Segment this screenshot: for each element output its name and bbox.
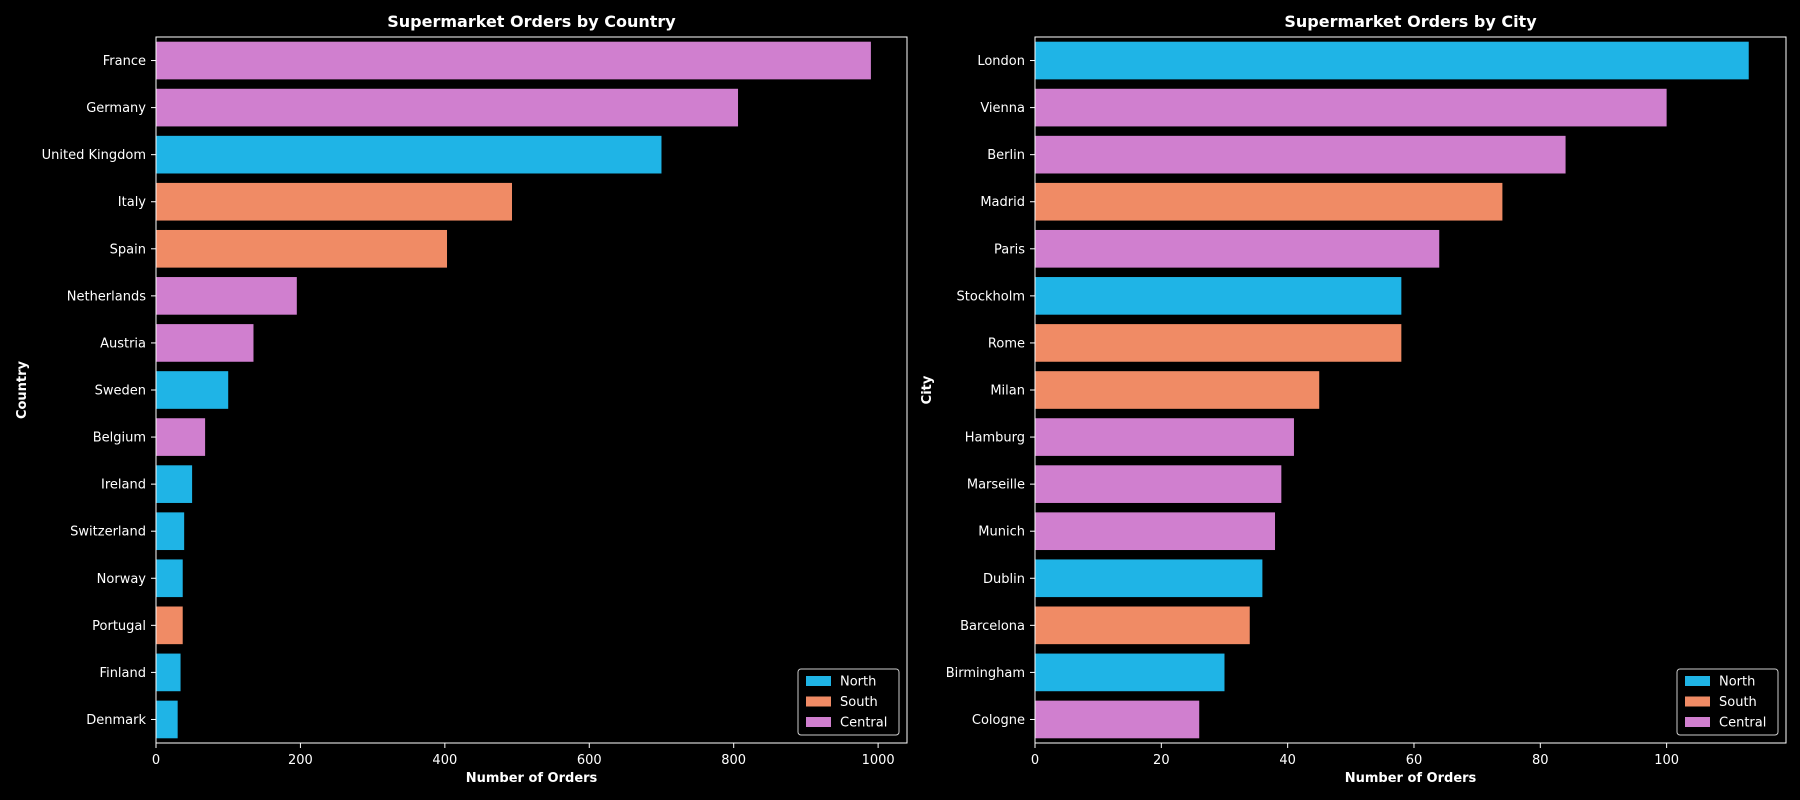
x-tick-label: 1000 bbox=[862, 753, 895, 768]
plot-frame bbox=[1034, 36, 1787, 744]
bar-marseille bbox=[1035, 465, 1282, 503]
x-tick-label: 60 bbox=[1406, 753, 1423, 768]
bar-stockholm bbox=[1035, 277, 1402, 315]
legend-label-north: North bbox=[840, 675, 876, 690]
legend-swatch-north bbox=[1685, 676, 1710, 686]
x-tick-label: 400 bbox=[432, 753, 457, 768]
y-tick-label: Milan bbox=[990, 384, 1025, 399]
x-tick-label: 20 bbox=[1153, 753, 1170, 768]
bar-netherlands bbox=[156, 277, 297, 315]
y-tick-label: Vienna bbox=[980, 101, 1025, 116]
bar-norway bbox=[156, 559, 183, 598]
x-axis-label: Number of Orders bbox=[466, 771, 598, 786]
plot-frame bbox=[155, 36, 908, 744]
bar-italy bbox=[156, 182, 513, 221]
y-tick-label: Rome bbox=[988, 336, 1025, 351]
x-tick-label: 100 bbox=[1654, 753, 1679, 768]
y-tick-label: Cologne bbox=[972, 713, 1025, 728]
legend-swatch-central bbox=[1685, 717, 1710, 727]
bar-united-kingdom bbox=[156, 135, 662, 174]
y-tick-label: Portugal bbox=[92, 619, 146, 634]
x-axis-label: Number of Orders bbox=[1345, 771, 1477, 786]
y-tick-label: Finland bbox=[100, 666, 146, 681]
bar-rome bbox=[1035, 324, 1402, 362]
y-tick-label: Sweden bbox=[95, 384, 146, 399]
y-tick-label: Netherlands bbox=[67, 289, 146, 304]
chart-title: Supermarket Orders by Country bbox=[387, 12, 676, 31]
bar-milan bbox=[1035, 371, 1320, 409]
legend-label-south: South bbox=[1719, 695, 1757, 710]
y-tick-label: Birmingham bbox=[946, 666, 1025, 681]
y-axis-label: Country bbox=[15, 360, 30, 419]
y-tick-label: United Kingdom bbox=[42, 148, 146, 163]
legend-label-central: Central bbox=[1719, 716, 1766, 731]
y-tick-label: Hamburg bbox=[965, 431, 1025, 446]
bar-switzerland bbox=[156, 512, 185, 551]
bar-barcelona bbox=[1035, 606, 1250, 645]
x-tick-label: 800 bbox=[721, 753, 746, 768]
y-tick-label: Barcelona bbox=[960, 619, 1025, 634]
y-tick-label: Switzerland bbox=[70, 525, 146, 540]
bar-france bbox=[156, 41, 871, 80]
y-tick-label: Stockholm bbox=[957, 289, 1025, 304]
x-tick-label: 0 bbox=[1031, 753, 1039, 768]
bar-birmingham bbox=[1035, 653, 1225, 692]
x-tick-label: 80 bbox=[1532, 753, 1549, 768]
bar-sweden bbox=[156, 371, 229, 409]
y-tick-label: Denmark bbox=[86, 713, 146, 728]
chart-2: Supermarket Orders by City London Vienna Be… bbox=[920, 12, 1787, 786]
y-axis-label: City bbox=[920, 375, 935, 404]
y-tick-label: Marseille bbox=[967, 478, 1025, 493]
bar-dublin bbox=[1035, 559, 1263, 598]
y-tick-label: Austria bbox=[100, 336, 146, 351]
y-tick-label: London bbox=[977, 54, 1025, 69]
bar-ireland bbox=[156, 465, 193, 503]
legend-label-south: South bbox=[840, 695, 878, 710]
y-tick-label: Italy bbox=[118, 195, 147, 210]
bar-hamburg bbox=[1035, 418, 1294, 456]
bar-portugal bbox=[156, 606, 183, 645]
legend-label-north: North bbox=[1719, 675, 1755, 690]
bar-madrid bbox=[1035, 182, 1503, 221]
legend-swatch-south bbox=[1685, 696, 1710, 707]
legend: North South Central bbox=[797, 668, 900, 736]
bar-munich bbox=[1035, 512, 1276, 551]
y-tick-label: Germany bbox=[86, 101, 146, 116]
bar-belgium bbox=[156, 418, 206, 456]
legend-swatch-south bbox=[806, 696, 831, 707]
y-tick-label: Dublin bbox=[983, 572, 1025, 587]
x-tick-label: 200 bbox=[288, 753, 313, 768]
legend-label-central: Central bbox=[840, 716, 887, 731]
y-tick-label: France bbox=[103, 54, 146, 69]
bar-spain bbox=[156, 229, 448, 268]
y-tick-label: Paris bbox=[994, 242, 1025, 257]
x-tick-label: 0 bbox=[152, 753, 160, 768]
bar-denmark bbox=[156, 700, 178, 739]
y-tick-label: Spain bbox=[110, 242, 146, 257]
bar-vienna bbox=[1035, 88, 1667, 127]
y-tick-label: Ireland bbox=[101, 478, 146, 493]
bar-germany bbox=[156, 88, 739, 127]
y-tick-label: Norway bbox=[97, 572, 147, 587]
bar-austria bbox=[156, 324, 254, 362]
chart-1: Supermarket Orders by Country France Germa… bbox=[15, 12, 908, 786]
legend-swatch-central bbox=[806, 717, 831, 727]
bar-finland bbox=[156, 653, 181, 692]
bar-cologne bbox=[1035, 700, 1200, 739]
legend-swatch-north bbox=[806, 676, 831, 686]
bar-london bbox=[1035, 41, 1749, 80]
legend: North South Central bbox=[1676, 668, 1779, 736]
y-tick-label: Madrid bbox=[980, 195, 1025, 210]
y-tick-label: Berlin bbox=[987, 148, 1025, 163]
y-tick-label: Munich bbox=[978, 525, 1025, 540]
chart-title: Supermarket Orders by City bbox=[1284, 12, 1537, 31]
bar-paris bbox=[1035, 229, 1440, 268]
x-tick-label: 40 bbox=[1279, 753, 1296, 768]
bar-berlin bbox=[1035, 135, 1566, 174]
x-tick-label: 600 bbox=[577, 753, 602, 768]
y-tick-label: Belgium bbox=[93, 431, 146, 446]
